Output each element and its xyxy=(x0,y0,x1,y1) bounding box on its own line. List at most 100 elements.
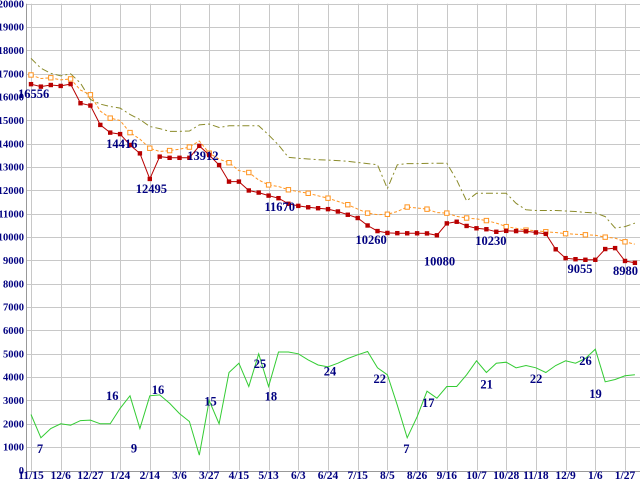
x-tick-label: 8/26 xyxy=(407,470,428,480)
data-point-marker xyxy=(147,145,153,151)
x-tick-label: 12/9 xyxy=(555,470,576,480)
x-tick-label: 2/14 xyxy=(140,470,161,480)
data-point-marker xyxy=(296,203,301,209)
point-value-label: 7 xyxy=(37,442,43,456)
data-point-marker xyxy=(395,230,400,236)
data-point-marker xyxy=(603,246,608,252)
data-point-marker xyxy=(424,231,430,236)
y-axis-labels: 0 1000 2000 3000 4000 5000 6000 7000 8000 9000 100… xyxy=(0,0,24,477)
y-tick-label: 5000 xyxy=(3,349,24,360)
data-point-marker xyxy=(207,152,212,158)
data-point-marker xyxy=(434,233,440,238)
y-tick-label: 15000 xyxy=(0,116,24,127)
point-value-label: 16 xyxy=(152,383,165,397)
data-point-marker xyxy=(444,221,449,226)
y-tick-label: 9000 xyxy=(3,256,24,267)
data-point-marker xyxy=(602,234,608,240)
data-point-marker xyxy=(315,206,321,211)
x-tick-label: 9/16 xyxy=(437,470,458,480)
gridlines xyxy=(26,3,640,472)
data-point-marker xyxy=(216,162,222,168)
data-point-marker xyxy=(127,142,133,148)
data-point-marker xyxy=(256,190,261,195)
data-point-marker xyxy=(325,206,331,212)
point-value-label: 16 xyxy=(106,389,119,403)
data-point-marker xyxy=(306,205,311,210)
data-point-marker xyxy=(286,201,291,206)
y-tick-label: 7000 xyxy=(3,303,24,314)
x-tick-label: 11/15 xyxy=(18,470,44,480)
point-value-label: 10080 xyxy=(424,254,455,268)
data-point-marker xyxy=(98,122,103,128)
data-point-marker xyxy=(127,129,133,136)
point-value-label: 16556 xyxy=(18,87,49,101)
data-point-marker xyxy=(355,215,360,221)
data-point-marker xyxy=(117,131,123,137)
point-value-label: 9055 xyxy=(568,262,593,276)
data-point-marker xyxy=(454,219,459,224)
data-point-marker xyxy=(523,229,529,234)
point-value-label: 22 xyxy=(530,372,543,386)
x-tick-label: 6/24 xyxy=(318,470,339,480)
data-point-marker xyxy=(612,245,618,251)
point-value-label: 13912 xyxy=(187,149,218,163)
data-point-marker xyxy=(166,147,173,154)
y-tick-label: 16000 xyxy=(0,93,24,104)
point-value-label: 14416 xyxy=(106,137,137,151)
data-point-marker xyxy=(48,75,54,81)
data-point-marker xyxy=(335,209,341,214)
point-value-label: 26 xyxy=(579,354,592,368)
data-point-marker xyxy=(167,155,172,161)
point-value-label: 22 xyxy=(374,372,387,386)
series-olive-dashdot xyxy=(30,58,636,229)
point-value-label: 25 xyxy=(254,357,267,371)
x-tick-label: 3/6 xyxy=(172,470,187,480)
data-point-marker xyxy=(533,230,539,235)
y-tick-label: 20000 xyxy=(0,0,24,10)
data-point-marker xyxy=(494,229,499,234)
data-point-marker xyxy=(38,84,44,89)
data-point-marker xyxy=(78,101,83,106)
point-value-label: 8980 xyxy=(613,264,638,278)
y-tick-label: 18000 xyxy=(0,46,24,57)
data-point-marker xyxy=(375,228,380,234)
data-point-marker xyxy=(276,195,281,201)
data-point-marker xyxy=(187,155,192,161)
x-tick-label: 1/27 xyxy=(615,470,636,480)
x-tick-label: 12/27 xyxy=(77,470,103,480)
point-value-label: 15 xyxy=(204,394,217,408)
y-tick-label: 4000 xyxy=(3,373,24,384)
point-value-labels: 16556 14416 12495 13912 11670 10260 10080 10230… xyxy=(18,87,638,456)
data-point-marker xyxy=(67,76,74,82)
y-tick-label: 10000 xyxy=(0,233,24,244)
point-value-label: 9 xyxy=(131,441,137,455)
data-point-marker xyxy=(632,260,638,266)
y-tick-label: 17000 xyxy=(0,69,24,80)
data-point-marker xyxy=(107,115,113,121)
x-tick-label: 3/27 xyxy=(199,470,220,480)
data-point-marker xyxy=(177,155,182,161)
data-point-marker xyxy=(583,257,588,262)
data-point-marker xyxy=(285,187,292,193)
data-point-marker xyxy=(384,211,391,217)
data-point-marker xyxy=(424,206,430,212)
data-point-marker xyxy=(464,223,469,229)
y-tick-label: 0 xyxy=(19,466,24,477)
y-tick-label: 11000 xyxy=(0,209,24,220)
data-point-marker xyxy=(365,223,370,228)
y-tick-label: 2000 xyxy=(3,419,24,430)
y-tick-label: 1000 xyxy=(3,443,24,454)
y-tick-label: 19000 xyxy=(0,23,24,34)
data-point-marker xyxy=(226,179,232,184)
point-value-label: 12495 xyxy=(136,182,167,196)
data-point-marker xyxy=(504,228,509,234)
x-tick-label: 4/15 xyxy=(229,470,250,480)
data-point-marker xyxy=(562,230,569,237)
y-tick-label: 8000 xyxy=(3,279,24,290)
data-point-marker xyxy=(266,193,271,198)
data-point-marker xyxy=(503,223,509,230)
data-point-marker xyxy=(88,103,93,108)
data-point-marker xyxy=(483,217,490,224)
data-point-marker xyxy=(385,230,390,236)
